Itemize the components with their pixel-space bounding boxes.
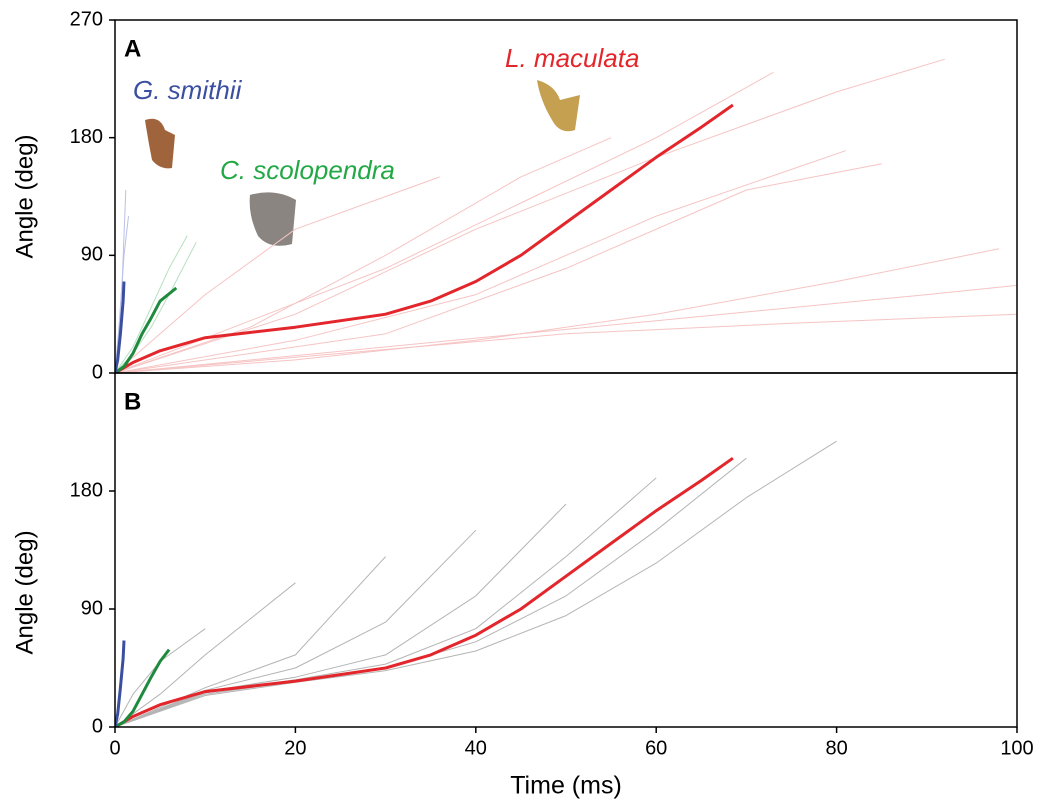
y-axis-label: Angle (deg) <box>11 134 38 258</box>
x-axis-label: Time (ms) <box>510 772 622 800</box>
series-line <box>115 281 126 373</box>
plot-lines <box>115 440 837 727</box>
x-tick-label: 40 <box>465 737 487 759</box>
trial-line <box>115 440 837 727</box>
y-tick-label: 180 <box>70 479 103 501</box>
series-line <box>115 456 734 727</box>
y-tick-label: 180 <box>70 126 103 148</box>
icon-c-scolopendra <box>249 192 296 246</box>
trial-line <box>115 71 774 373</box>
series-line <box>115 640 126 727</box>
mandible-icons <box>145 80 580 246</box>
series-line <box>115 648 171 727</box>
icon-g-smithii <box>145 118 175 169</box>
series-line <box>115 286 178 373</box>
species-annotation: L. maculata <box>505 43 639 73</box>
trial-line <box>115 189 127 373</box>
trial-line <box>115 248 1000 373</box>
species-annotation: G. smithii <box>133 75 243 105</box>
icon-l-maculata <box>537 80 580 132</box>
panel-label: A <box>124 35 141 62</box>
trial-line <box>115 137 612 373</box>
trial-line <box>115 150 846 373</box>
x-tick-label: 100 <box>1000 737 1033 759</box>
y-axis-label: Angle (deg) <box>11 530 38 654</box>
y-tick-label: 0 <box>92 361 103 383</box>
y-tick-label: 0 <box>92 715 103 737</box>
x-tick-label: 80 <box>825 737 847 759</box>
trial-line <box>115 58 945 373</box>
y-tick-label: 270 <box>70 8 103 30</box>
trial-line <box>115 235 188 373</box>
species-annotation: C. scolopendra <box>220 155 395 185</box>
x-tick-label: 20 <box>284 737 306 759</box>
plot-lines <box>115 58 1017 373</box>
trial-line <box>115 176 440 373</box>
x-tick-label: 0 <box>109 737 120 759</box>
trial-line <box>115 628 206 727</box>
trial-line <box>115 313 1017 373</box>
y-tick-label: 90 <box>81 597 103 619</box>
plot-frame <box>114 372 1018 728</box>
y-tick-label: 90 <box>81 244 103 266</box>
trial-line <box>115 582 296 727</box>
panel-label: B <box>124 388 141 415</box>
series-line <box>115 103 734 373</box>
x-tick-label: 60 <box>645 737 667 759</box>
trial-line <box>115 457 747 727</box>
trial-line <box>115 284 1017 373</box>
trial-line <box>115 556 386 727</box>
trial-line <box>115 529 477 727</box>
trial-line <box>115 163 882 373</box>
trial-line <box>115 477 657 727</box>
trial-line <box>115 503 567 727</box>
